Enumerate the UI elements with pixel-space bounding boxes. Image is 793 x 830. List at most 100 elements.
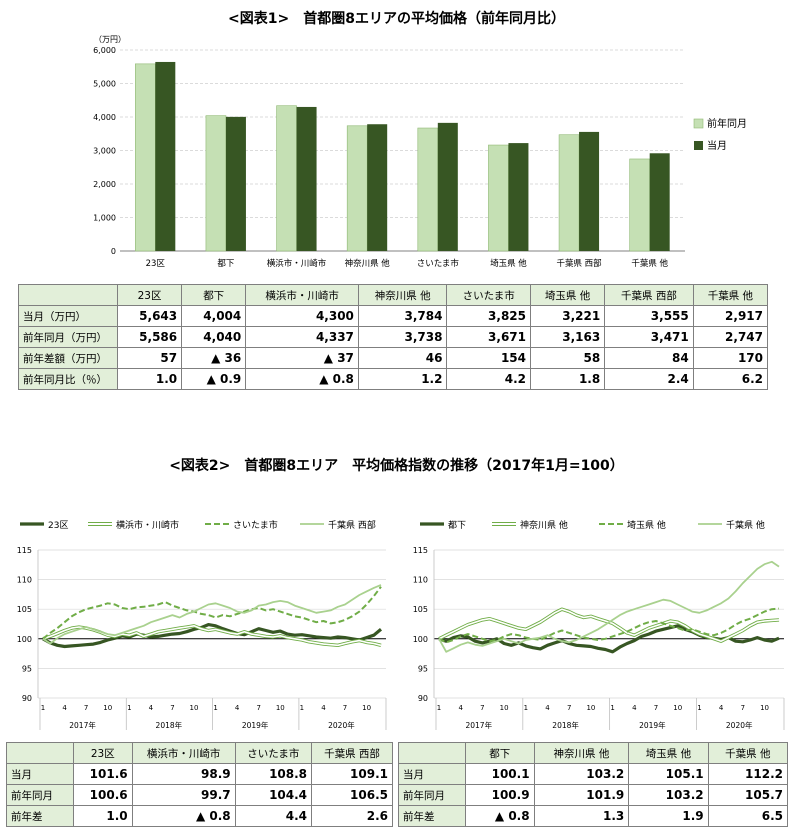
table-cell: 1.2 (357, 368, 448, 390)
bar-curr (155, 61, 176, 251)
x-tick-label: 神奈川県 他 (345, 258, 391, 269)
table-cell: 5,643 (116, 305, 183, 327)
table-cell: 1.8 (529, 368, 606, 390)
x-tick-label: 1 (524, 704, 528, 712)
x-year-label: 2018年 (156, 720, 183, 730)
y-tick-label: 115 (17, 546, 32, 555)
x-tick-label: 7 (480, 704, 484, 712)
table-cell: 154 (446, 347, 531, 369)
table-cell: 100.9 (465, 784, 535, 806)
table-cell: 100.1 (465, 763, 535, 785)
x-tick-label: 10 (586, 704, 595, 712)
table-row-header: 前年同月 (6, 784, 74, 806)
x-tick-label: 7 (567, 704, 571, 712)
bar-curr (437, 122, 458, 251)
y-tick-label: 100 (17, 635, 32, 644)
legend-label: 都下 (448, 520, 466, 531)
line-chart-right: 都下 神奈川県 他埼玉県 他千葉県 他90951001051101151 4 7 10 1… (413, 519, 785, 730)
y-tick-label: 110 (413, 576, 428, 585)
table-cell: ▲ 37 (245, 347, 359, 369)
legend-label: 前年同月 (707, 117, 747, 130)
table-cell: 6.2 (692, 368, 769, 390)
table-col-header: 神奈川県 他 (357, 284, 448, 306)
table-cell: 5,586 (116, 326, 183, 348)
x-tick-label: 4 (545, 704, 550, 712)
bar-prev (558, 134, 580, 252)
table-cell: 3,163 (529, 326, 606, 348)
table-row-header: 前年同月（万円） (18, 326, 118, 348)
legend-swatch (693, 118, 704, 129)
index-table-right: 都下 神奈川県 他埼玉県 他千葉県 他当月 100.1 103.2 105.1 112.2… (398, 742, 789, 827)
bar-prev (276, 105, 297, 252)
table-corner (6, 742, 74, 764)
series-line (438, 607, 780, 644)
table-cell: 4,337 (245, 326, 359, 348)
y-tick-label: 5,000 (93, 80, 116, 89)
x-tick-label: 4 (632, 704, 637, 712)
series-line (42, 586, 382, 640)
table-cell: 2,917 (692, 305, 769, 327)
x-year-label: 2018年 (552, 720, 579, 730)
table-cell: 1.3 (533, 805, 630, 827)
x-tick-label: 10 (362, 704, 371, 712)
bar-curr (225, 116, 246, 251)
bar-prev (205, 115, 227, 252)
x-tick-label: 1 (437, 704, 441, 712)
x-tick-label: 7 (654, 704, 658, 712)
table-col-header: 横浜市・川崎市 (245, 284, 359, 306)
legend-label: さいたま市 (233, 519, 278, 531)
table-row: 前年同月 100.6 99.7 104.4 106.5 (6, 784, 393, 806)
x-tick-label: 横浜市・川崎市 (267, 258, 327, 269)
x-tick-label: 10 (276, 704, 285, 712)
x-tick-label: 7 (170, 704, 174, 712)
table-row-header: 前年差額（万円） (18, 347, 118, 369)
bar-curr (367, 124, 388, 251)
legend-label: 横浜市・川崎市 (116, 519, 179, 531)
legend-label: 千葉県 西部 (328, 519, 376, 531)
table-corner (398, 742, 466, 764)
x-tick-label: 4 (458, 704, 463, 712)
table-row-header: 前年差 (6, 805, 74, 827)
bar-curr (296, 106, 317, 251)
x-tick-label: 10 (103, 704, 112, 712)
x-year-label: 2019年 (242, 720, 269, 730)
y-unit-label: （万円） (94, 35, 126, 44)
table-col-header: 千葉県 西部 (311, 742, 393, 764)
x-tick-label: 4 (62, 704, 67, 712)
table-row: 前年差額（万円） 57 ▲ 36 ▲ 37 46 154 58 84 170 (18, 347, 769, 369)
x-tick-label: 7 (741, 704, 745, 712)
table-corner (18, 284, 118, 306)
x-tick-label: 1 (300, 704, 304, 712)
table-cell: 46 (357, 347, 448, 369)
table-cell: 2.4 (604, 368, 694, 390)
x-tick-label: 1 (213, 704, 217, 712)
x-tick-label: 4 (149, 704, 154, 712)
table-cell: 109.1 (311, 763, 393, 785)
series-line (438, 560, 780, 653)
table-row-header: 当月 (6, 763, 74, 785)
x-tick-label: 7 (343, 704, 347, 712)
table-cell: 1.0 (116, 368, 183, 390)
table-cell: 3,825 (446, 305, 531, 327)
x-tick-label: 10 (673, 704, 682, 712)
table-col-header: 23区 (116, 284, 183, 306)
table-col-header: さいたま市 (446, 284, 531, 306)
bar-prev (135, 63, 156, 252)
table-cell: 1.0 (73, 805, 133, 827)
x-tick-label: 千葉県 西部 (556, 258, 602, 269)
table-header-row: 23区 横浜市・川崎市 さいたま市 千葉県 西部 (6, 742, 393, 764)
table-cell: 103.2 (628, 784, 709, 806)
y-tick-label: 115 (413, 546, 428, 555)
table-cell: 103.2 (533, 763, 630, 785)
table-cell: 4.2 (446, 368, 531, 390)
table-cell: 58 (529, 347, 606, 369)
bar-curr (508, 143, 529, 251)
table-col-header: 埼玉県 他 (529, 284, 606, 306)
table-col-header: 埼玉県 他 (628, 742, 709, 764)
table-row-header: 前年同月比（％） (18, 368, 118, 390)
series-line (42, 584, 382, 645)
legend-label: 神奈川県 他 (520, 519, 568, 531)
table-row: 当月（万円） 5,643 4,004 4,300 3,784 3,825 3,221 3,55… (18, 305, 769, 327)
y-tick-label: 90 (22, 694, 32, 703)
table-cell: ▲ 0.8 (131, 805, 236, 827)
